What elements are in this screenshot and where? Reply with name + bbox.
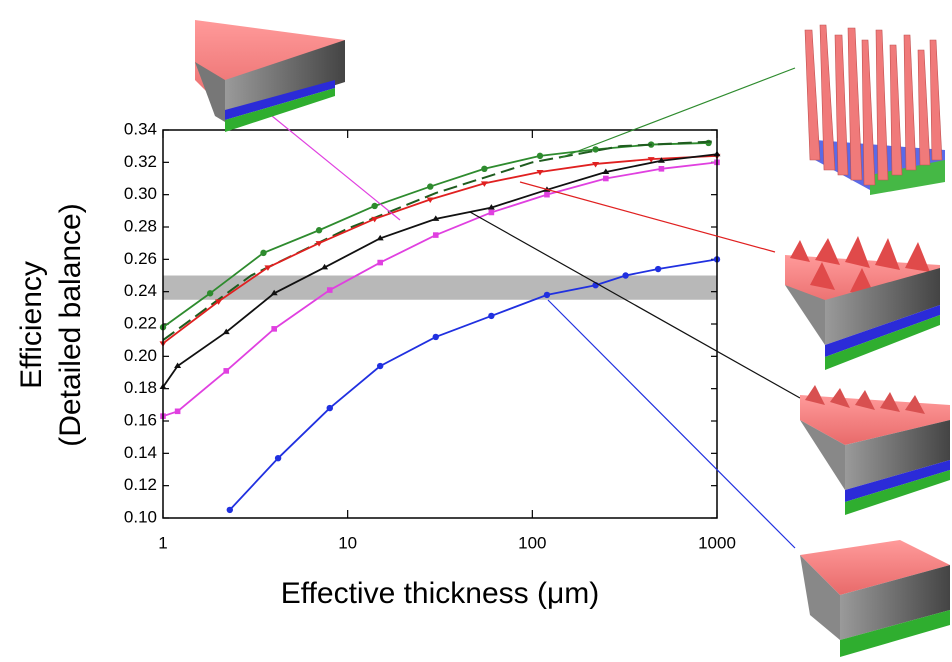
connector: [519, 181, 776, 253]
illustrations: [195, 20, 950, 657]
point: [654, 265, 662, 273]
y-tick-label: 0.20: [124, 346, 157, 365]
point: [536, 152, 544, 160]
point: [223, 368, 230, 374]
y-tick-label: 0.30: [124, 184, 157, 203]
point: [488, 209, 495, 216]
point: [174, 362, 182, 369]
x-tick-label: 1000: [698, 533, 736, 552]
point: [426, 197, 434, 204]
point: [658, 166, 665, 172]
plot-frame: [162, 129, 718, 519]
block-pyramids-small: [195, 20, 345, 132]
point: [215, 299, 223, 305]
point: [603, 175, 609, 182]
y-tick-label: 0.14: [124, 443, 157, 462]
point: [592, 146, 599, 153]
block-inverted-pyramids: [800, 385, 950, 515]
y-tick-label: 0.22: [124, 313, 157, 332]
point: [321, 263, 329, 270]
series-line: [163, 140, 717, 341]
x-tick-label: 1: [158, 533, 167, 552]
y-tick-label: 0.32: [124, 152, 157, 171]
point: [260, 249, 267, 257]
point: [206, 290, 214, 297]
reference-band: [163, 275, 717, 300]
point: [315, 227, 323, 234]
point: [376, 362, 384, 370]
point: [622, 272, 629, 279]
y-tick-label: 0.34: [124, 119, 157, 138]
y-tick-label: 0.12: [124, 475, 157, 494]
point: [592, 161, 600, 168]
point: [274, 454, 282, 462]
point: [536, 170, 544, 176]
y-tick-label: 0.26: [124, 249, 157, 268]
point: [174, 408, 181, 415]
point: [480, 181, 488, 187]
block-nanowires: [804, 24, 945, 195]
point: [264, 265, 272, 271]
connector: [547, 299, 796, 549]
block-flat: [800, 540, 950, 657]
point: [376, 234, 384, 241]
point: [602, 168, 610, 175]
point: [432, 232, 439, 238]
y-tick-label: 0.16: [124, 410, 157, 429]
point: [371, 202, 378, 210]
point: [222, 328, 230, 335]
point: [326, 287, 333, 293]
point: [487, 204, 495, 210]
block-pyramids: [785, 236, 940, 370]
point: [377, 259, 383, 266]
point: [270, 289, 278, 296]
point: [647, 157, 655, 163]
point: [427, 183, 434, 190]
point: [481, 165, 488, 172]
connector: [271, 115, 401, 221]
point: [315, 241, 323, 247]
x-tick-label: 100: [518, 533, 546, 552]
point: [488, 312, 495, 320]
point: [543, 291, 551, 299]
point: [271, 326, 277, 332]
x-tick-label: 10: [338, 533, 357, 552]
y-tick-label: 0.18: [124, 378, 157, 397]
point: [226, 506, 233, 514]
point: [544, 191, 550, 198]
y-tick-label: 0.28: [124, 216, 157, 235]
point: [432, 215, 440, 221]
point: [432, 333, 439, 341]
point: [326, 404, 333, 412]
connector: [469, 211, 801, 399]
y-axis-label: Efficiency: [15, 261, 48, 389]
y-tick-label: 0.10: [124, 507, 157, 526]
point: [657, 157, 665, 163]
y-tick-label: 0.24: [124, 281, 157, 300]
connector: [559, 67, 796, 159]
point: [371, 216, 379, 223]
y-axis-label: (Detailed balance): [54, 203, 87, 446]
x-axis-label: Effective thickness (μm): [281, 577, 600, 610]
series-line: [163, 153, 717, 388]
series-line: [163, 161, 717, 418]
